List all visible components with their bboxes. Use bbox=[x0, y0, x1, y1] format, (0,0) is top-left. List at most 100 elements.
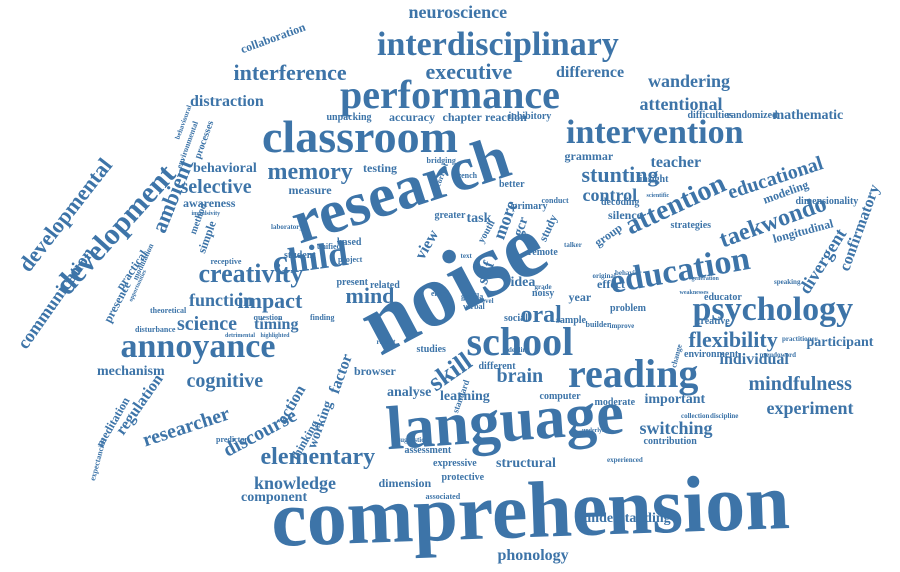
word: expectancies bbox=[87, 438, 108, 482]
word: participant bbox=[806, 335, 874, 350]
word: computer bbox=[539, 391, 581, 402]
word: measure bbox=[288, 183, 332, 197]
word: teacher bbox=[650, 154, 702, 171]
word: improve bbox=[609, 321, 635, 330]
word: highlighted bbox=[260, 333, 290, 339]
word: individual bbox=[719, 351, 789, 368]
word: mindfulness bbox=[748, 373, 852, 395]
word: chapter bbox=[442, 110, 482, 124]
word: experiment bbox=[766, 398, 854, 418]
word: dimension bbox=[378, 476, 432, 490]
word: executive bbox=[425, 59, 513, 84]
word: group bbox=[591, 220, 625, 250]
word: browser bbox=[354, 364, 396, 378]
word: annoyance bbox=[120, 328, 276, 365]
word: discipline bbox=[710, 411, 739, 420]
word: phonology bbox=[497, 547, 569, 564]
word: behavioral bbox=[193, 161, 257, 176]
word: decoding bbox=[601, 197, 640, 208]
word: presence bbox=[100, 279, 134, 325]
word: year bbox=[568, 290, 592, 304]
word: generation bbox=[691, 276, 719, 282]
word: detrimental bbox=[225, 333, 255, 339]
word: timing bbox=[254, 316, 299, 333]
word: impact bbox=[237, 288, 303, 313]
word: report bbox=[376, 337, 396, 346]
word: predictor bbox=[216, 435, 248, 444]
word: difficulties bbox=[687, 110, 733, 121]
word: related bbox=[370, 280, 400, 291]
word: text bbox=[460, 251, 472, 260]
word: intervention bbox=[566, 114, 744, 151]
word: memory bbox=[267, 159, 353, 185]
word: silence bbox=[608, 208, 642, 222]
word: theoretical bbox=[150, 306, 187, 315]
word: task bbox=[466, 211, 492, 226]
word: moderate bbox=[594, 397, 636, 408]
word: study bbox=[535, 212, 561, 244]
word: creative bbox=[696, 316, 730, 327]
word: school bbox=[466, 319, 574, 364]
word: impulsivity bbox=[191, 211, 221, 217]
word: finding bbox=[310, 313, 335, 322]
word: testing bbox=[363, 161, 397, 175]
word: noisy bbox=[532, 288, 555, 299]
word: reaction bbox=[485, 110, 527, 124]
word: social bbox=[504, 313, 528, 324]
word: elementary bbox=[260, 444, 376, 470]
word: insight bbox=[639, 174, 669, 185]
word: primary bbox=[512, 201, 548, 212]
word: better bbox=[499, 179, 525, 190]
word: grade bbox=[534, 282, 552, 291]
word: grammar bbox=[564, 149, 614, 163]
word: control bbox=[582, 185, 638, 205]
word: behavior bbox=[615, 268, 642, 277]
word: difference bbox=[556, 64, 625, 81]
word: conduct bbox=[541, 196, 569, 205]
word: distraction bbox=[190, 93, 264, 110]
word: environment bbox=[684, 349, 739, 360]
word: understanding bbox=[583, 511, 671, 526]
word: neuroscience bbox=[408, 2, 508, 22]
word: randomized bbox=[726, 110, 778, 121]
word: performance bbox=[340, 72, 560, 117]
word: level bbox=[480, 296, 494, 305]
word: collection bbox=[681, 411, 710, 420]
word: strategies bbox=[670, 220, 712, 231]
word: structural bbox=[496, 456, 556, 471]
word: analyse bbox=[387, 385, 432, 400]
word: studies bbox=[416, 344, 446, 355]
word: entry bbox=[431, 289, 450, 298]
word: learning bbox=[440, 389, 490, 404]
word: component bbox=[241, 490, 308, 505]
word: project bbox=[338, 255, 363, 264]
word: mind bbox=[345, 283, 395, 308]
word: disturbance bbox=[135, 325, 176, 334]
word: weaknesses bbox=[679, 290, 709, 296]
word: interdisciplinary bbox=[377, 26, 619, 63]
word: original bbox=[592, 271, 616, 280]
word: dimensionality bbox=[795, 196, 859, 207]
word: action bbox=[273, 382, 310, 428]
word: flexibility bbox=[688, 327, 778, 352]
word: gorilla bbox=[461, 292, 484, 301]
word: sample bbox=[556, 315, 586, 326]
word: expressive bbox=[433, 458, 477, 469]
word: speaking bbox=[774, 277, 801, 286]
word: verbal bbox=[463, 302, 485, 311]
word: builder bbox=[585, 320, 611, 329]
word: idea bbox=[510, 275, 536, 290]
word: protective bbox=[441, 472, 485, 483]
word: attentional bbox=[639, 94, 723, 114]
word: different bbox=[478, 361, 516, 372]
word: underlying bbox=[582, 428, 611, 434]
word: knowledge bbox=[254, 473, 337, 493]
word: talker bbox=[564, 240, 582, 249]
word: oral bbox=[520, 302, 562, 328]
word: creativity bbox=[198, 259, 304, 288]
word: student bbox=[284, 250, 316, 261]
word: contribution bbox=[643, 436, 697, 447]
word: based bbox=[337, 237, 362, 248]
word: associated bbox=[425, 492, 461, 501]
